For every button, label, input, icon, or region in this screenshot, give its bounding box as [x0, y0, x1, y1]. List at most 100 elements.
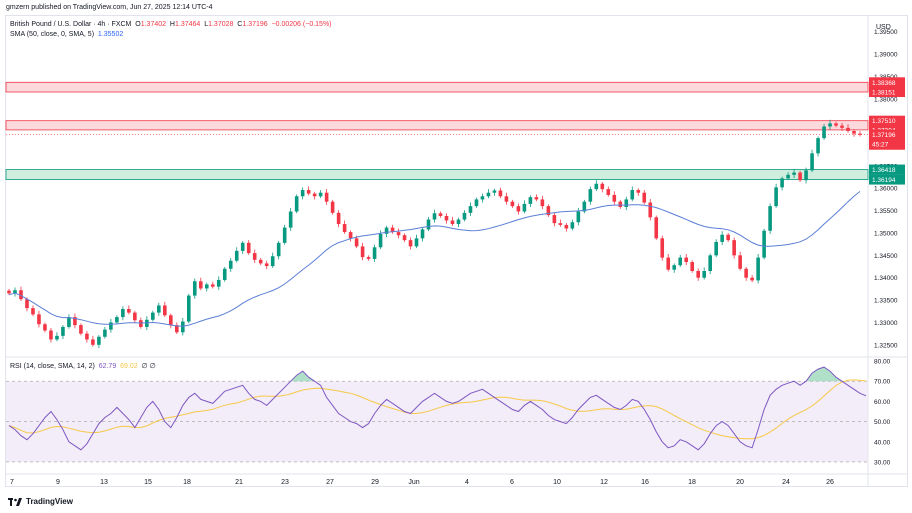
candle-body [624, 199, 629, 208]
candle-body [648, 202, 653, 218]
price-tick-label: 1.33000 [874, 320, 898, 327]
candle-body [636, 190, 641, 193]
rsi-tick-label: 80.00 [874, 359, 891, 366]
zone-support [5, 169, 869, 180]
candle-body [109, 322, 113, 330]
candle-body [654, 217, 659, 239]
time-tick-label: 6 [510, 479, 514, 486]
candle-body [127, 309, 131, 313]
symbol-name[interactable]: British Pound / U.S. Dollar · 4h · FXCM [10, 21, 132, 28]
candle-body [534, 197, 539, 200]
candle-body [474, 199, 479, 207]
candle-body [852, 130, 856, 134]
candle-body [336, 212, 341, 225]
candle-body [516, 206, 521, 212]
rsi-legend[interactable]: RSI (14, close, SMA, 14, 2) 62.79 69.02 … [10, 362, 156, 370]
candle-body [222, 268, 227, 280]
candle-body [169, 315, 173, 326]
sma-line [8, 191, 861, 327]
candle-body [157, 305, 161, 313]
candle-body [61, 326, 65, 336]
candle-body [798, 172, 802, 181]
zone-price-label: 1.38151 [872, 90, 896, 97]
candle-body [103, 329, 107, 337]
candle-body [666, 257, 671, 270]
time-tick-label: 24 [782, 479, 790, 486]
zone-price-tag [869, 77, 905, 88]
candle-body [276, 242, 281, 257]
candle-body [270, 256, 275, 267]
candle-body [762, 230, 766, 258]
current-price-label: 1.37196 [872, 132, 896, 139]
candle-body [690, 262, 695, 271]
candle-body [342, 224, 347, 233]
rsi-sma-value: 69.02 [120, 363, 138, 370]
rsi-value: 62.79 [98, 363, 117, 370]
price-tick-label: 1.32500 [874, 342, 898, 349]
candle-body [204, 284, 209, 289]
candle-body [49, 330, 53, 340]
zone-resistance-upper [5, 81, 869, 93]
candle-body [726, 234, 730, 241]
candle-body [750, 277, 754, 281]
candle-body [13, 290, 17, 294]
candle-body [828, 123, 832, 127]
publish-header: gmzern published on TradingView.com, Jun… [6, 4, 213, 11]
candle-body [498, 190, 503, 197]
candle-body [756, 257, 760, 281]
candle-body [294, 196, 299, 212]
open-value: 1.37402 [140, 21, 167, 28]
candle-body [468, 206, 473, 213]
rsi-extra: ∅ ∅ [141, 363, 156, 370]
time-tick-label: 23 [281, 479, 289, 486]
candle-body [396, 232, 401, 236]
candle-body [115, 317, 119, 323]
candle-body [175, 325, 179, 333]
candle-body [282, 227, 287, 243]
zone-price-label: 1.37510 [872, 118, 896, 125]
symbol-legend: British Pound / U.S. Dollar · 4h · FXCM … [10, 21, 332, 28]
candle-body [139, 320, 143, 327]
candle-body [246, 242, 251, 254]
time-tick-label: 4 [465, 479, 469, 486]
rsi-tick-label: 50.00 [874, 419, 891, 426]
candle-body [480, 196, 485, 200]
candle-body [630, 190, 635, 200]
price-tick-label: 1.35500 [874, 208, 898, 215]
sma-legend[interactable]: SMA (50, close, 0, SMA, 5) 1.35502 [10, 31, 123, 38]
candle-body [492, 190, 497, 193]
candle-body [774, 187, 778, 207]
candle-body [91, 339, 95, 345]
candle-body [576, 211, 581, 223]
candle-body [810, 153, 814, 171]
candle-body [37, 314, 41, 325]
candle-body [834, 123, 838, 126]
change-value: −0.00206 (−0.15%) [271, 21, 332, 28]
open-label: O [135, 21, 141, 28]
candle-body [252, 253, 257, 260]
tradingview-logo[interactable]: TradingView [8, 497, 73, 506]
candle-body [858, 133, 862, 135]
high-value: 1.37464 [174, 21, 201, 28]
candle-body [300, 190, 305, 197]
candle-body [312, 193, 317, 197]
candle-body [198, 281, 203, 289]
time-tick-label: 13 [100, 479, 108, 486]
candle-body [216, 279, 221, 287]
candle-body [822, 126, 826, 139]
high-label: H [169, 21, 175, 28]
candle-body [660, 238, 665, 258]
candle-body [19, 290, 23, 300]
candle-body [600, 183, 605, 190]
candle-body [678, 257, 683, 266]
candle-body [372, 247, 377, 259]
candle-body [258, 259, 263, 264]
rsi-sma-line [8, 379, 867, 440]
rsi-tick-label: 60.00 [874, 399, 891, 406]
candle-body [816, 138, 820, 154]
time-tick-label: 7 [10, 479, 14, 486]
candle-body [780, 178, 784, 188]
candle-body [732, 240, 736, 256]
candle-body [402, 235, 407, 241]
